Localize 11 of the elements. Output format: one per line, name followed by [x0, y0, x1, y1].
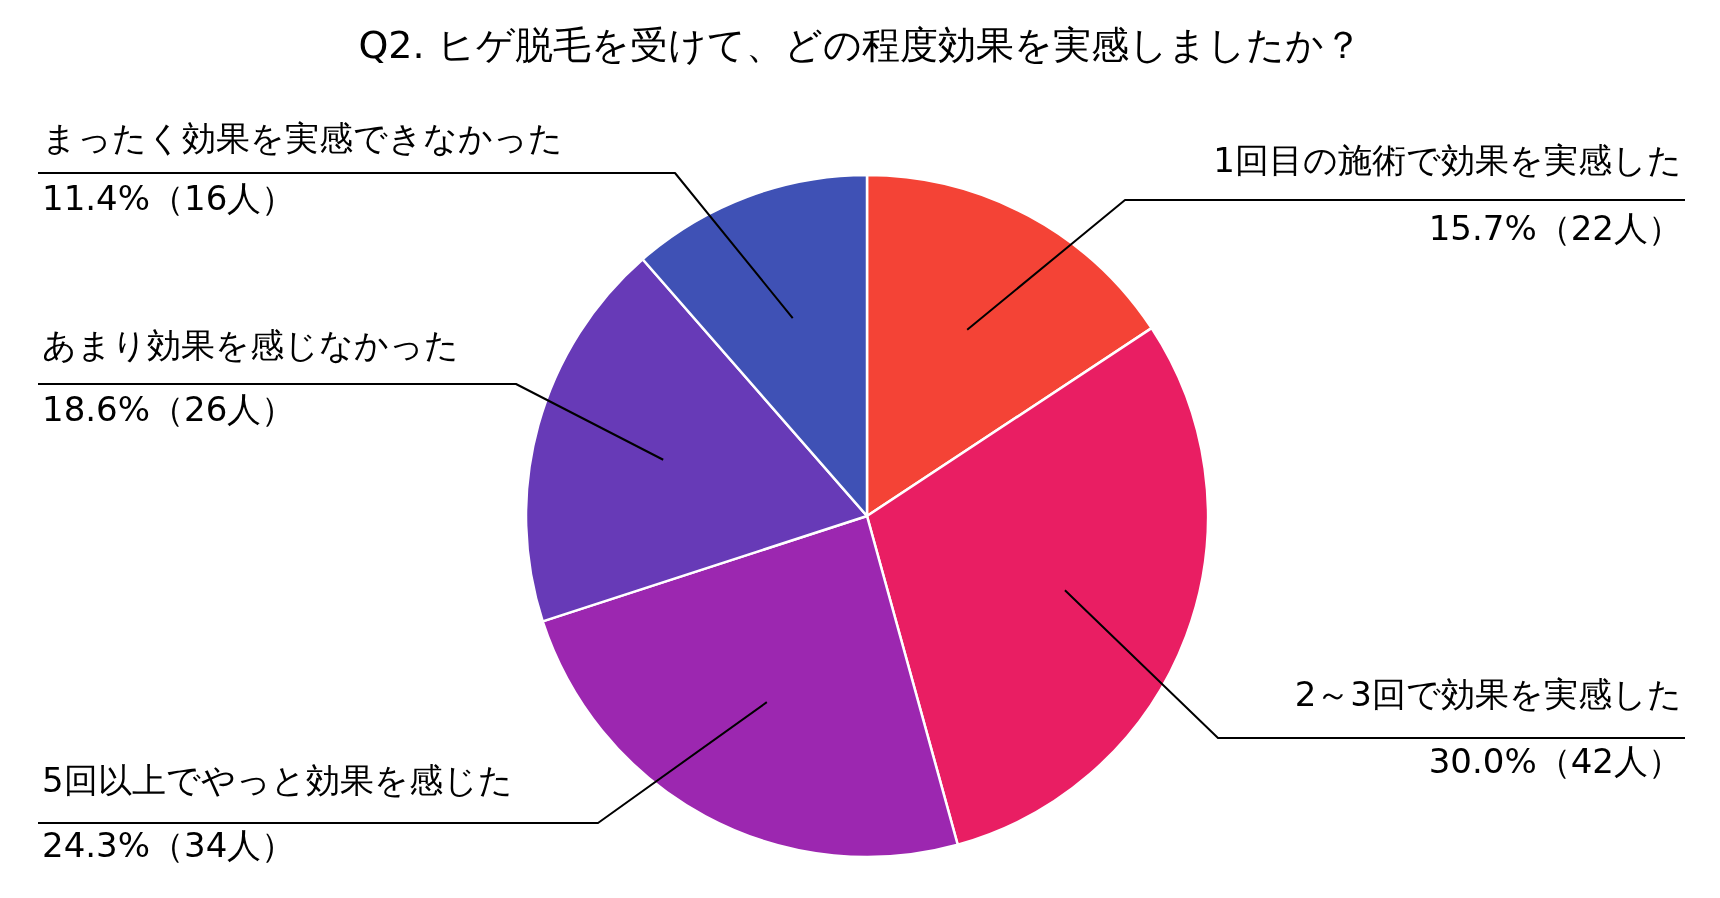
data-label: 11.4%（16人）: [42, 178, 296, 218]
slice-label: まったく効果を実感できなかった: [42, 118, 563, 158]
chart-title: Q2. ヒゲ脱毛を受けて、どの程度効果を実感しましたか？: [358, 23, 1362, 67]
data-label: 18.6%（26人）: [42, 389, 296, 429]
slice-label: 1回目の施術で効果を実感した: [1213, 140, 1682, 180]
slice-label: あまり効果を感じなかった: [42, 325, 459, 365]
slice-label: 5回以上でやっと効果を感じた: [42, 760, 513, 800]
slice-label: 2～3回で効果を実感した: [1294, 674, 1682, 714]
data-label: 30.0%（42人）: [1428, 741, 1682, 781]
data-label: 15.7%（22人）: [1428, 208, 1682, 248]
data-label: 24.3%（34人）: [42, 825, 296, 865]
